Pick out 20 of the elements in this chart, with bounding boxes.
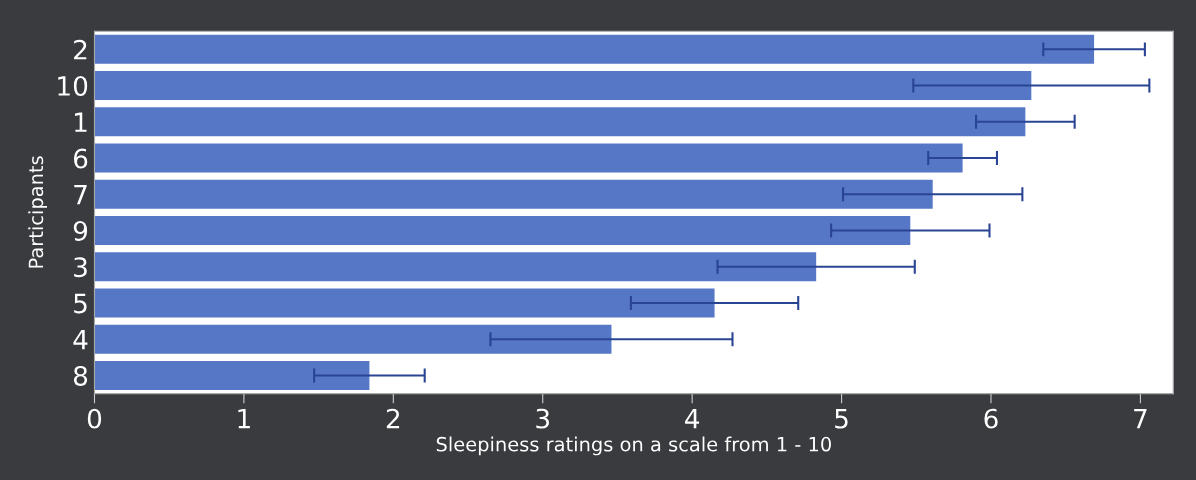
- y-tick-label: 7: [74, 185, 87, 205]
- x-tick-label: 4: [685, 409, 700, 429]
- x-tick-label: 3: [536, 408, 550, 429]
- x-tick-label: 7: [1134, 409, 1147, 429]
- y-tick-label: 9: [73, 220, 88, 241]
- x-tick-label: 5: [835, 409, 848, 429]
- y-tick-label: 3: [74, 257, 87, 278]
- y-tick-label: 4: [73, 330, 88, 350]
- y-tick-label: 6: [73, 148, 88, 169]
- y-tick-label: 10: [58, 76, 88, 96]
- x-tick-label: 6: [984, 408, 998, 429]
- x-tick-label: 0: [87, 408, 102, 429]
- x-axis-title: Sleepiness ratings on a scale from 1 - 10: [436, 436, 831, 456]
- y-tick-label: 5: [74, 293, 87, 314]
- y-tick-label: 8: [73, 365, 88, 386]
- x-tick-label: 2: [386, 408, 400, 429]
- x-tick-label: 1: [238, 409, 250, 429]
- y-tick-label: 1: [75, 112, 87, 132]
- y-axis-title: Participants: [28, 156, 48, 268]
- y-tick-label: 2: [74, 39, 87, 60]
